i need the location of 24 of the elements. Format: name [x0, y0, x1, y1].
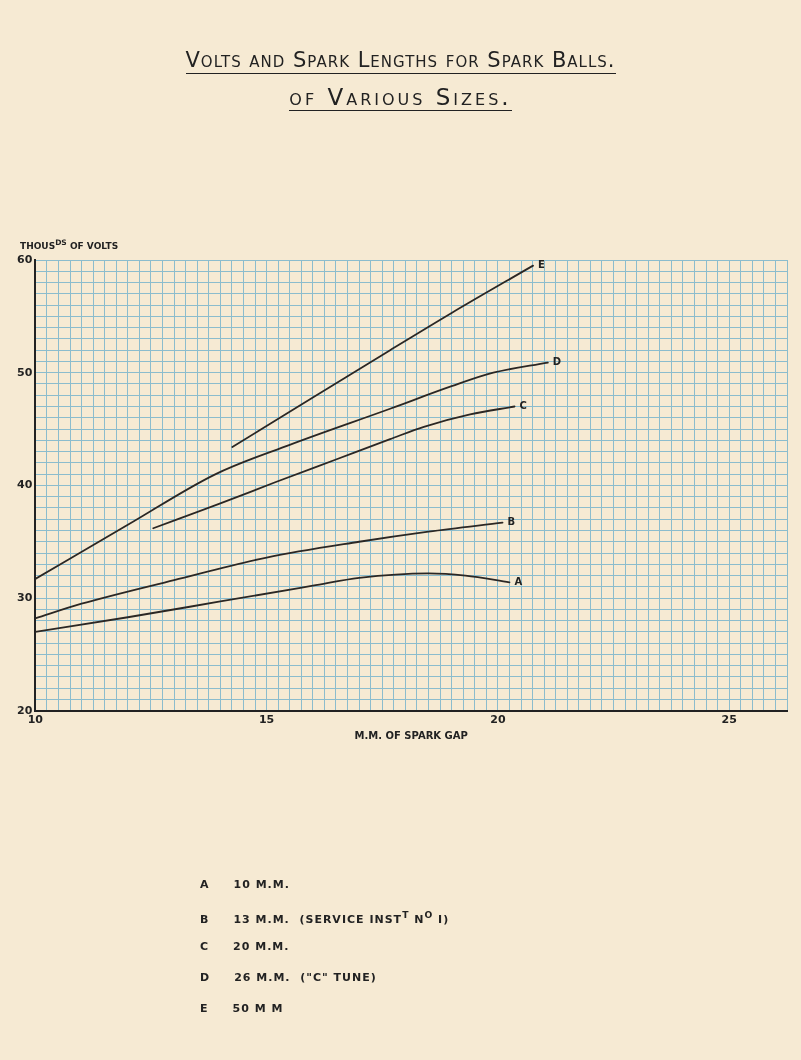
series-label: A: [514, 575, 523, 587]
x-axis-title: M.M. OF SPARK GAP: [354, 729, 468, 741]
y-axis-title: THOUS$^{DS}$ OF VOLTS: [20, 238, 119, 251]
series-label: B: [507, 516, 516, 528]
text: E 50 M M: [200, 1002, 285, 1017]
text: A 10 M.M.: [200, 878, 291, 893]
x-tick-label: 15: [258, 713, 275, 727]
y-tick-label: 40: [17, 478, 33, 492]
y-tick-label: 30: [17, 590, 33, 604]
y-tick-label: 50: [17, 365, 33, 379]
chart-subtitle: of Various Sizes.: [289, 84, 512, 111]
line-series: [231, 264, 534, 448]
x-tick-label: 20: [490, 713, 506, 727]
series-label: E: [538, 259, 546, 271]
x-tick-label: 10: [27, 713, 44, 727]
chart-title: Volts and Spark Lengths for Spark Balls.: [185, 48, 616, 74]
series-label: D: [552, 356, 562, 368]
text: B 13 M.M. (SERVICE INST$^{T}$ N$^{O}$ I): [200, 909, 450, 928]
text: C 20 M.M.: [200, 940, 291, 955]
line-series: [152, 405, 516, 530]
y-tick-label: 60: [17, 252, 33, 266]
series-label: C: [519, 400, 527, 412]
text: D 26 M.M. ("C" TUNE): [200, 971, 378, 986]
x-tick-label: 25: [721, 713, 737, 727]
